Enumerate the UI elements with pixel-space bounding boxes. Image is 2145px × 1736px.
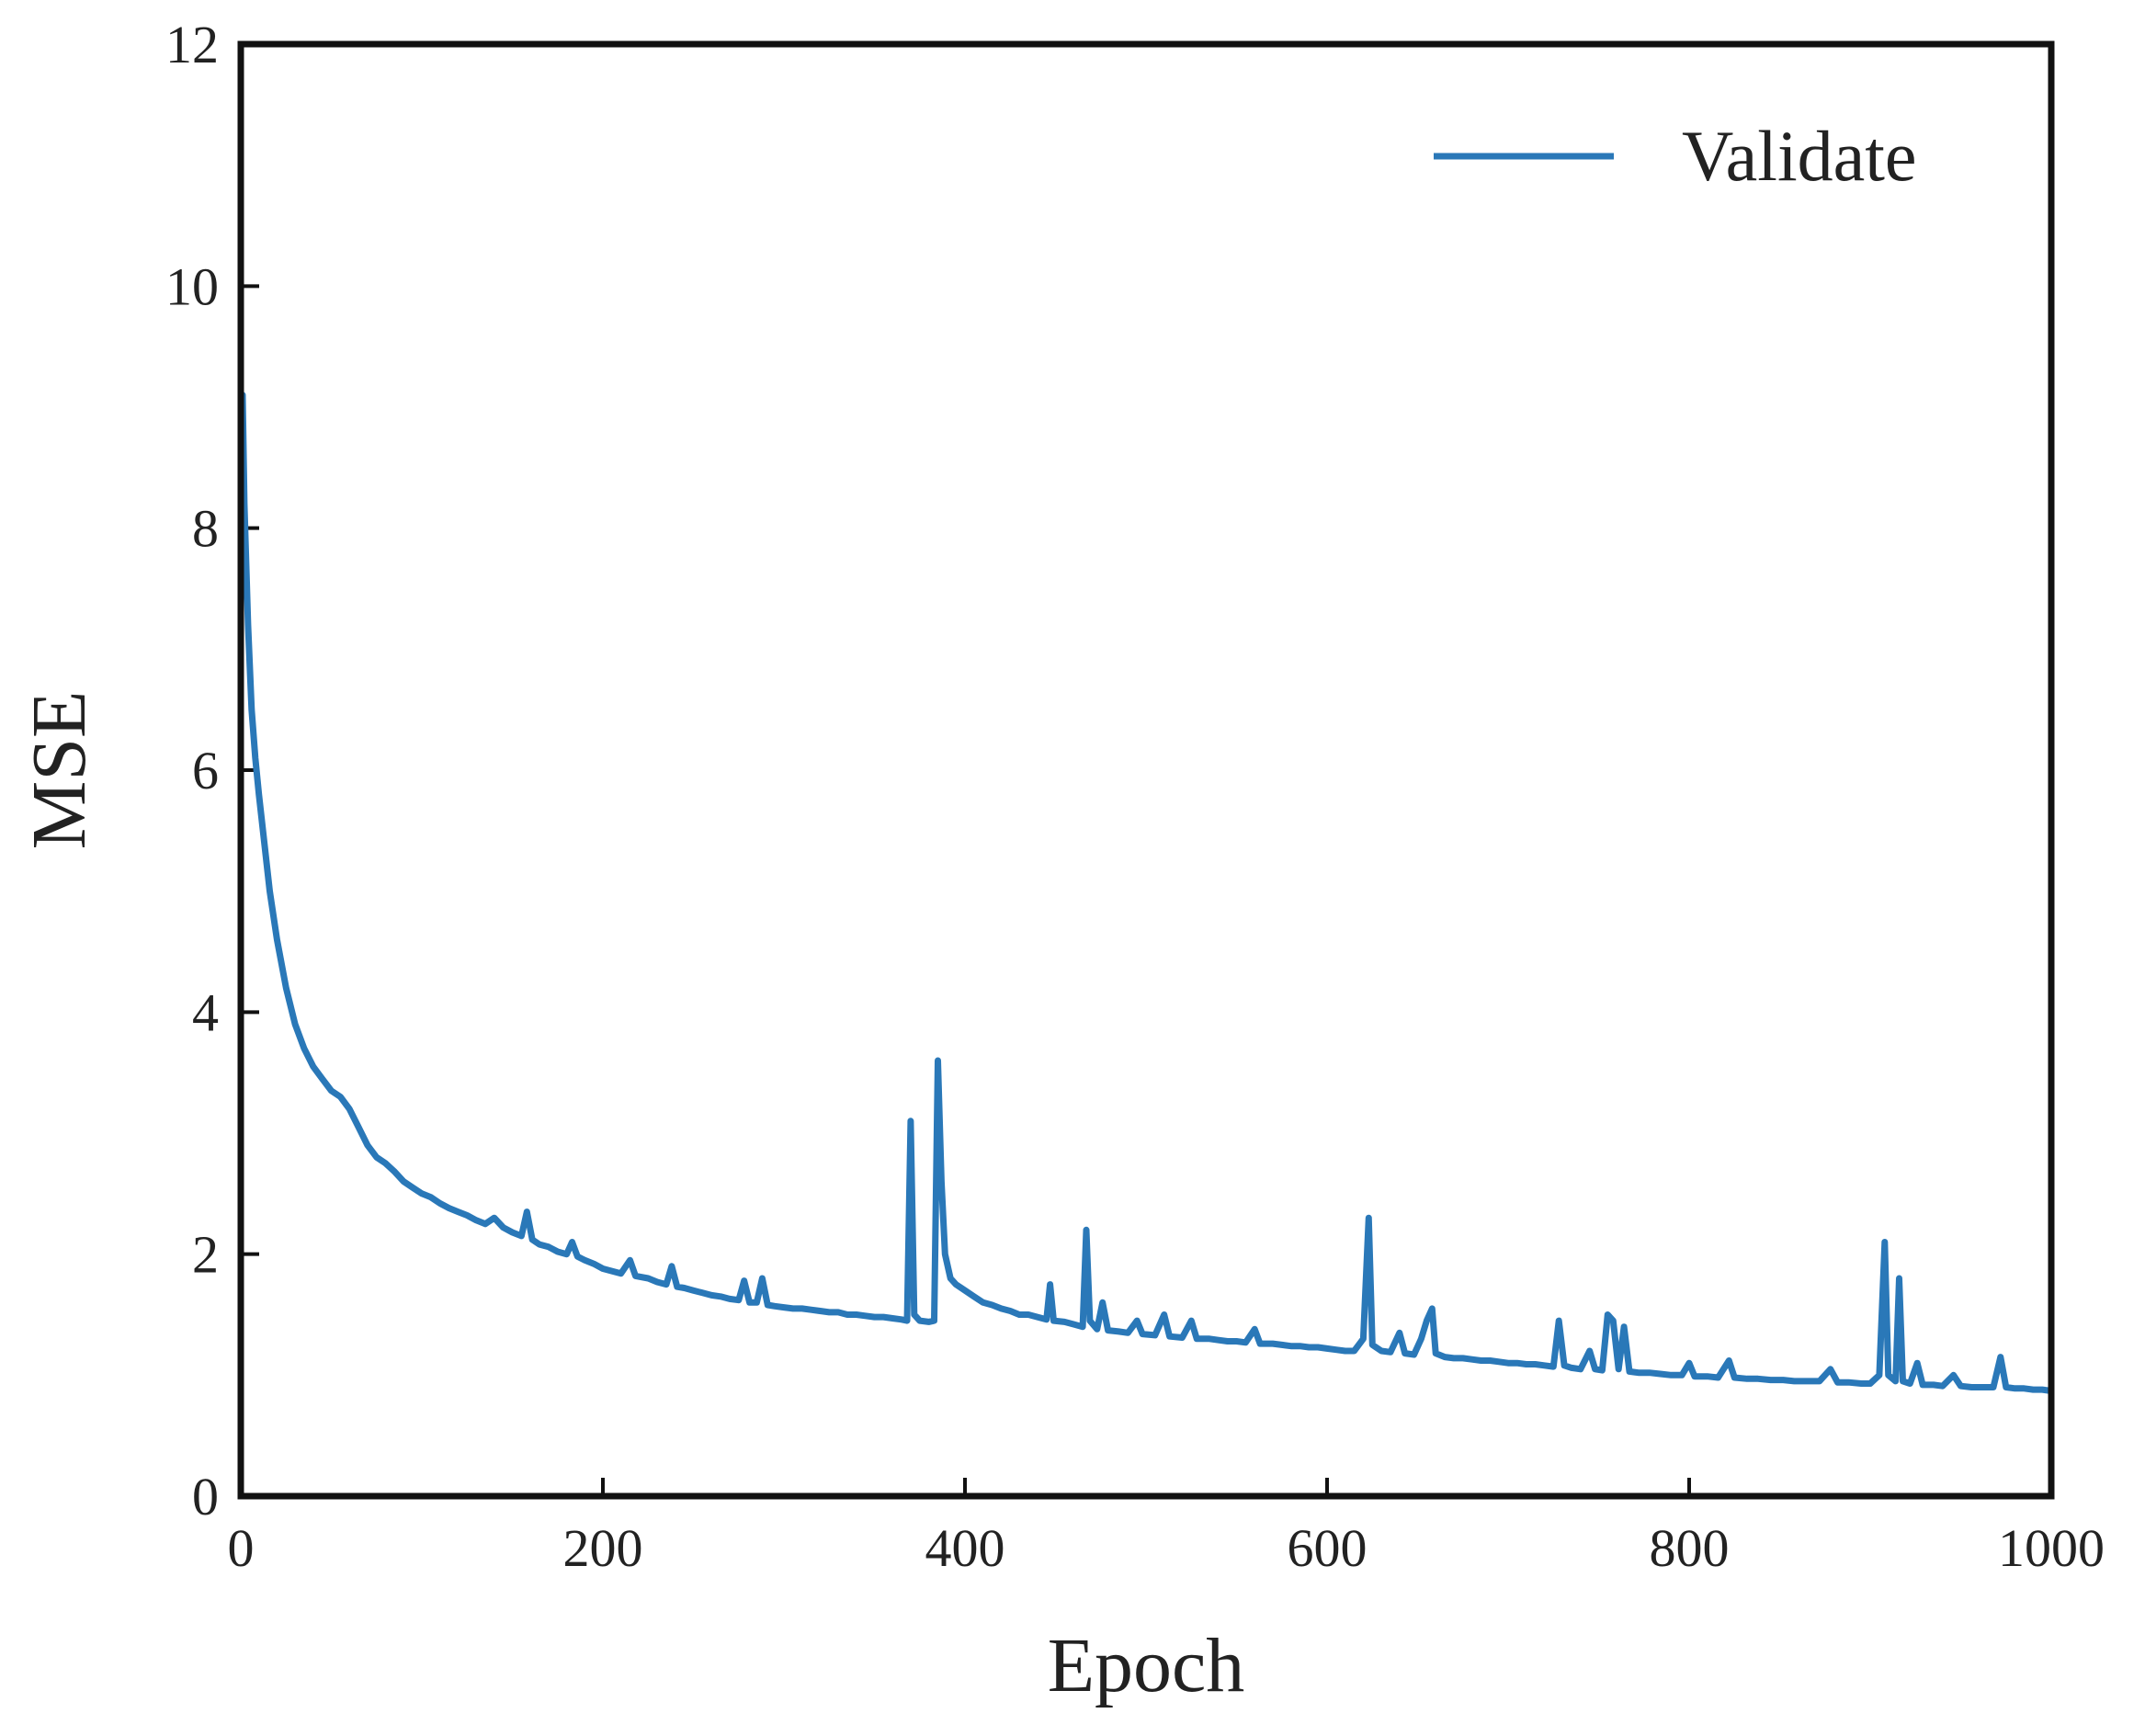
x-tick-label: 0 (228, 1518, 255, 1578)
series-line-validate (239, 391, 2055, 1394)
series-layer (239, 391, 2055, 1394)
plot-area-frame (237, 40, 2055, 1500)
x-tick-label: 800 (1650, 1518, 1730, 1578)
axis-ticks: 0 200 400 600 800 1000 0 2 4 6 8 10 12 (165, 15, 2105, 1578)
y-tick-label: 6 (192, 741, 219, 800)
y-tick-label: 8 (192, 499, 219, 559)
y-tick-label: 2 (192, 1225, 219, 1285)
y-tick-label: 10 (165, 256, 219, 316)
x-tick-label: 400 (925, 1518, 1005, 1578)
x-tick-label: 200 (563, 1518, 643, 1578)
y-tick-label: 0 (192, 1467, 219, 1526)
y-tick-label: 4 (192, 982, 219, 1042)
y-tick-label: 12 (165, 15, 219, 74)
legend-label-validate: Validate (1682, 116, 1917, 196)
x-tick-label: 1000 (1998, 1518, 2105, 1578)
x-tick-label: 600 (1288, 1518, 1368, 1578)
legend: Validate (1434, 116, 1917, 196)
y-axis-title: MSE (17, 691, 102, 850)
x-axis-title: Epoch (1048, 1623, 1245, 1708)
